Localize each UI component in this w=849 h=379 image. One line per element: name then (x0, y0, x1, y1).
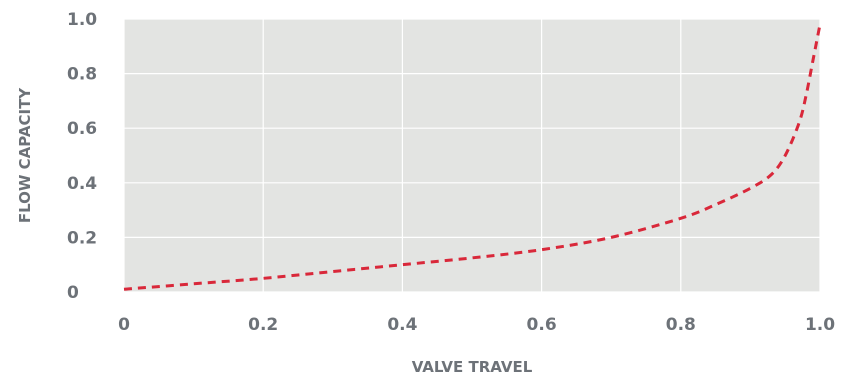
x-tick-label: 0.4 (387, 315, 417, 335)
x-tick-label: 0.8 (666, 315, 696, 335)
y-tick-label: 1.0 (67, 10, 97, 30)
x-tick-label: 0.6 (527, 315, 557, 335)
y-tick-label: 0.2 (67, 228, 97, 248)
y-axis-label: FLOW CAPACITY (16, 87, 34, 223)
y-tick-label: 0 (67, 283, 79, 303)
y-tick-label: 0.4 (67, 174, 97, 194)
plot-area (124, 19, 820, 292)
x-tick-label: 0 (118, 315, 130, 335)
y-tick-label: 0.6 (67, 119, 97, 139)
grid-lines (123, 18, 821, 293)
y-tick-label: 0.8 (67, 65, 97, 85)
y-axis-ticks: 0 0.2 0.4 0.6 0.8 1.0 (67, 10, 97, 303)
x-tick-label: 1.0 (805, 315, 835, 335)
x-axis-label: VALVE TRAVEL (412, 358, 533, 376)
x-axis-ticks: 0 0.2 0.4 0.6 0.8 1.0 (118, 315, 835, 335)
x-tick-label: 0.2 (248, 315, 278, 335)
